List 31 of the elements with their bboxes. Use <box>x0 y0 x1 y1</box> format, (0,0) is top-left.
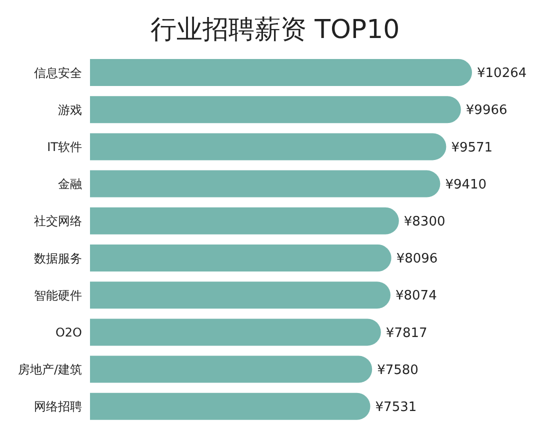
data-label: ¥9571 <box>451 140 493 156</box>
data-label: ¥8300 <box>404 214 446 230</box>
y-tick-label: 数据服务 <box>34 251 82 266</box>
data-label: ¥10264 <box>477 66 527 82</box>
data-label: ¥7531 <box>375 400 417 416</box>
y-tick-label: O2O <box>55 326 82 340</box>
y-tick-label: 社交网络 <box>34 214 82 228</box>
bar <box>90 282 390 309</box>
data-label: ¥9410 <box>445 177 487 192</box>
bar <box>90 392 370 420</box>
y-tick-label: 房地产/建筑 <box>18 362 82 377</box>
y-tick-label: 网络招聘 <box>34 400 82 414</box>
y-tick-label: 信息安全 <box>34 66 82 80</box>
data-label: ¥7817 <box>386 326 428 341</box>
y-tick-label: 金融 <box>58 177 82 192</box>
y-tick-label: IT软件 <box>47 140 82 154</box>
bar <box>90 207 399 234</box>
bar <box>90 318 381 346</box>
bar <box>90 96 461 124</box>
data-label: ¥8096 <box>396 252 438 267</box>
y-tick-label: 智能硬件 <box>34 288 82 302</box>
data-label: ¥8074 <box>395 288 437 304</box>
bar <box>90 133 446 160</box>
y-tick-label: 游戏 <box>58 102 82 117</box>
bar <box>90 59 472 86</box>
data-label: ¥9966 <box>466 103 508 118</box>
bar <box>90 244 392 272</box>
chart-title: 行业招聘薪资 TOP10 <box>149 14 401 47</box>
bar <box>90 170 440 198</box>
bar <box>90 356 372 383</box>
data-label: ¥7580 <box>377 362 418 378</box>
